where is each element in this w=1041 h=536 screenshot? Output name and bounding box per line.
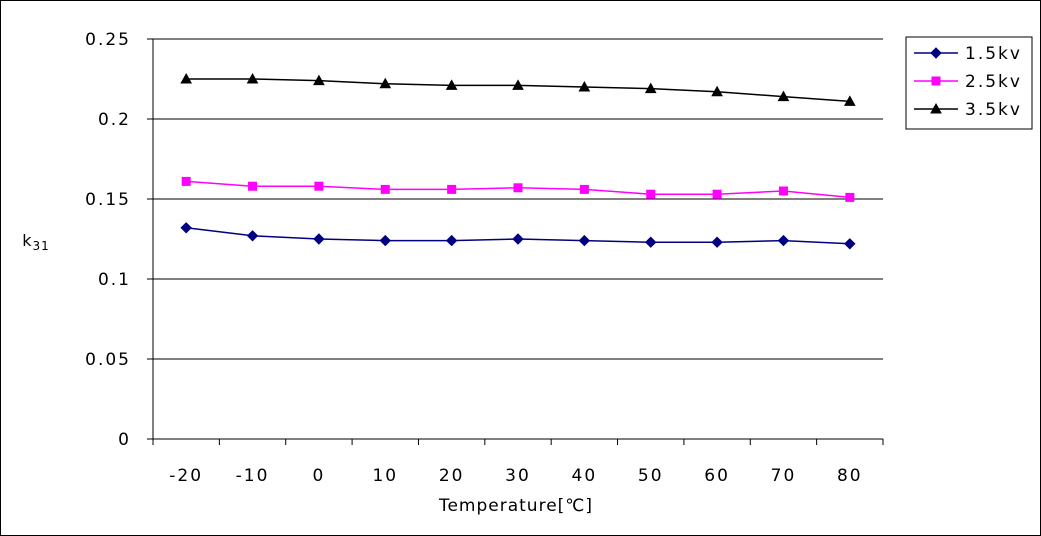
data-point <box>180 222 192 234</box>
data-series <box>180 72 856 250</box>
y-tick-label: 0.1 <box>98 270 131 290</box>
x-tick-label: -20 <box>169 466 203 486</box>
data-point <box>246 230 259 242</box>
legend-label: 2.5kv <box>965 72 1022 92</box>
data-point <box>314 181 324 191</box>
data-point <box>313 233 325 245</box>
legend-item: 3.5kv <box>914 100 1022 120</box>
data-point <box>777 90 790 102</box>
data-point <box>711 236 723 248</box>
x-axis-label: Temperature[℃] <box>438 496 593 516</box>
legend-item: 1.5kv <box>914 44 1022 64</box>
series-3.5kv <box>180 72 856 106</box>
x-tick-label: 10 <box>372 466 398 486</box>
legend-marker <box>931 76 941 86</box>
data-point <box>711 85 723 97</box>
data-point <box>579 184 589 194</box>
y-axis-label-subscript: 31 <box>32 239 49 253</box>
data-point <box>845 192 855 202</box>
x-tick-label: 30 <box>505 466 531 486</box>
data-point <box>512 79 524 90</box>
y-tick-label: 0.05 <box>85 350 131 370</box>
legend-label: 1.5kv <box>965 44 1022 64</box>
x-axis-ticks: -20 -10 0 10 20 30 40 50 60 70 80 <box>152 439 884 486</box>
y-tick-label: 0 <box>118 430 131 450</box>
data-point <box>313 74 325 86</box>
data-point <box>248 181 258 191</box>
data-point <box>646 189 656 199</box>
x-tick-label: 70 <box>771 466 797 486</box>
x-tick-label: 50 <box>638 466 664 486</box>
data-point <box>512 233 524 245</box>
data-point <box>644 82 657 94</box>
y-axis-label-main: k <box>22 231 32 250</box>
series-1.5kv <box>180 222 856 250</box>
data-point <box>380 184 390 194</box>
y-tick-label: 0.15 <box>85 190 131 210</box>
gridlines <box>153 38 883 360</box>
data-point <box>445 79 458 90</box>
y-tick-label: 0.2 <box>98 110 131 130</box>
x-tick-label: 80 <box>837 466 863 486</box>
data-point <box>578 234 591 247</box>
data-point <box>445 234 458 247</box>
series-2.5kv <box>181 176 855 202</box>
axes <box>152 39 883 440</box>
data-point <box>447 184 457 194</box>
x-tick-label: 40 <box>572 466 598 486</box>
x-tick-label: -10 <box>236 466 270 486</box>
data-point <box>778 186 788 196</box>
data-point <box>645 236 657 248</box>
legend-marker <box>930 102 942 114</box>
data-point <box>379 234 391 247</box>
y-axis-ticks: 0 0.05 0.1 0.15 0.2 0.25 <box>85 30 153 450</box>
x-tick-label: 60 <box>704 466 730 486</box>
data-point <box>578 80 591 92</box>
data-point <box>181 176 191 186</box>
legend: 1.5kv 2.5kv 3.5kv <box>905 36 1033 130</box>
data-point <box>513 183 523 193</box>
x-tick-label: 20 <box>439 466 465 486</box>
legend-label: 3.5kv <box>965 100 1022 120</box>
data-point <box>379 77 392 89</box>
data-point <box>777 234 790 247</box>
data-point <box>246 72 259 84</box>
y-axis-label: k31 <box>22 231 50 253</box>
y-tick-label: 0.25 <box>85 30 131 50</box>
x-tick-label: 0 <box>312 466 325 486</box>
data-point <box>843 95 856 106</box>
legend-item: 2.5kv <box>914 72 1022 92</box>
data-point <box>180 72 193 84</box>
data-point <box>712 189 722 199</box>
legend-marker <box>930 47 942 59</box>
data-point <box>844 238 856 250</box>
